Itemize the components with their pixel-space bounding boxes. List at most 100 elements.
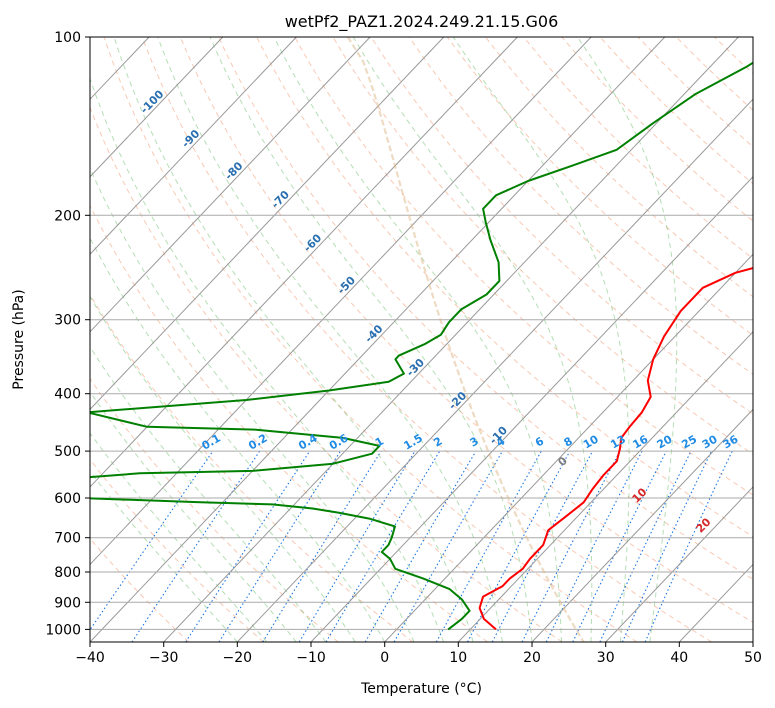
mixing-ratio-label: 16	[630, 432, 650, 451]
mixing-ratio-label: 10	[581, 432, 601, 451]
skewed-isotherms	[0, 37, 753, 642]
isotherm-line	[531, 408, 753, 642]
mixing-ratio-line	[467, 450, 571, 642]
mixing-ratio-label: 30	[700, 432, 720, 451]
wet-bulb-label: 0	[555, 454, 570, 469]
profiles	[90, 61, 753, 631]
isotherm-line	[90, 37, 445, 411]
mixing-ratio-line	[262, 450, 382, 642]
isotherm-label: -90	[179, 127, 202, 150]
moist-adiabat-line	[113, 37, 474, 642]
lcl-curve	[346, 37, 585, 642]
dry-adiabat-line	[90, 293, 414, 642]
dry-adiabat-line	[90, 106, 563, 642]
isotherm-line	[163, 37, 739, 642]
x-tick-label: −20	[223, 650, 253, 666]
isotherm-label: -80	[222, 159, 245, 182]
dry-adiabat-line	[90, 377, 339, 642]
isotherm-label: -40	[362, 322, 385, 345]
dry-adiabat-line	[179, 37, 753, 623]
moist-adiabat-line	[90, 346, 327, 642]
x-tick-label: 40	[670, 650, 688, 666]
x-tick-label: 20	[523, 650, 541, 666]
y-tick-label: 400	[54, 387, 81, 403]
mixing-ratio-label: 6	[533, 434, 546, 449]
mixing-ratio-label: 3	[468, 435, 481, 450]
chart-title: wetPf2_PAZ1.2024.249.21.15.G06	[285, 12, 559, 32]
moist-adiabat-line	[577, 37, 678, 642]
x-tick-label: 30	[597, 650, 615, 666]
isotherm-label: -50	[335, 273, 358, 296]
pressure-gridlines	[90, 37, 753, 630]
moist-adiabat-line	[90, 237, 386, 642]
isotherm-line	[384, 253, 753, 642]
moist-adiabat-line	[209, 37, 533, 642]
x-axis-ticks: −40 −30 −20 −10 0 10 20 30 40 50	[75, 642, 762, 666]
moist-adiabat-line	[157, 37, 503, 642]
mixing-ratio-lines	[90, 450, 733, 642]
mixing-ratio-line	[325, 450, 441, 642]
moist-adiabat-line	[90, 167, 415, 642]
isotherm-line	[605, 486, 753, 642]
x-tick-label: 10	[449, 650, 467, 666]
plot-frame	[89, 36, 754, 643]
y-tick-label: 800	[54, 565, 81, 581]
isotherm-line	[678, 563, 753, 642]
mixing-ratio-label: 2	[431, 435, 444, 450]
dry-adiabat-line	[141, 37, 712, 642]
y-tick-label: 900	[54, 595, 81, 611]
moist-adiabat-line	[90, 391, 297, 642]
y-tick-label: 200	[54, 208, 81, 224]
isotherm-label: -10	[487, 424, 510, 447]
isotherm-label: -70	[269, 188, 292, 211]
moist-adiabat-line	[90, 77, 445, 642]
isotherm-line	[90, 37, 224, 178]
moist-adiabat-line	[452, 37, 630, 642]
isotherm-line	[90, 37, 666, 642]
dry-adiabat-line	[752, 37, 753, 39]
x-tick-label: −10	[296, 650, 326, 666]
mixing-ratio-line	[298, 450, 416, 642]
isotherm-label: -60	[301, 231, 324, 254]
dry-adiabat-line	[485, 37, 753, 298]
moist-adiabat-line	[90, 470, 238, 642]
lcl-line	[346, 37, 585, 642]
isotherm-line	[236, 98, 753, 642]
mixing-ratio-line	[599, 450, 692, 642]
plot-area: 0.1 0.2 0.4 0.6 1 1.5 2 3 4 6 8 10 13 16 20 25 30 36-100-…	[0, 37, 753, 642]
dry-adiabat-line	[561, 37, 753, 222]
isotherm-label: -20	[446, 389, 469, 412]
mixing-ratio-line	[185, 450, 311, 642]
isotherm-line	[90, 37, 371, 333]
isotherm-line	[752, 641, 753, 642]
moist-adiabat-line	[90, 432, 268, 642]
x-tick-label: −30	[149, 650, 179, 666]
mixing-ratio-line	[218, 450, 341, 642]
y-tick-label: 1000	[45, 622, 81, 638]
dry-adiabat-line	[217, 37, 753, 580]
mixing-ratio-label: 13	[608, 433, 628, 452]
dry-adiabat-line	[90, 537, 190, 642]
isotherm-line	[457, 331, 753, 642]
mixing-ratio-label: 1	[373, 435, 386, 450]
isotherm-label: -100	[138, 87, 167, 116]
mixing-ratio-line	[364, 450, 477, 642]
y-axis-label: Pressure (hPa)	[11, 289, 27, 389]
dewpoint-profile	[90, 61, 753, 631]
mixing-ratio-line	[521, 450, 621, 642]
dry-adiabat-line	[103, 37, 638, 642]
y-tick-label: 500	[54, 444, 81, 460]
y-axis-ticks: 100 200 300 400 500 600 700 800 900 1000	[45, 30, 90, 638]
wet-bulb-label: 10	[630, 485, 650, 505]
mixing-ratio-line	[435, 450, 542, 642]
dry-adiabat-line	[90, 458, 264, 642]
inner-labels: 0.1 0.2 0.4 0.6 1 1.5 2 3 4 6 8 10 13 16 20 25 30 36-100-…	[138, 87, 741, 535]
mixing-ratio-label: 25	[679, 433, 699, 452]
mixing-ratio-label: 8	[562, 435, 575, 450]
dry-adiabat-line	[90, 204, 488, 642]
mixing-ratio-line	[545, 450, 643, 642]
y-tick-label: 100	[54, 30, 81, 46]
temperature-profile	[478, 267, 753, 631]
mixing-ratio-line	[393, 450, 503, 642]
isotherm-line	[0, 37, 2, 642]
